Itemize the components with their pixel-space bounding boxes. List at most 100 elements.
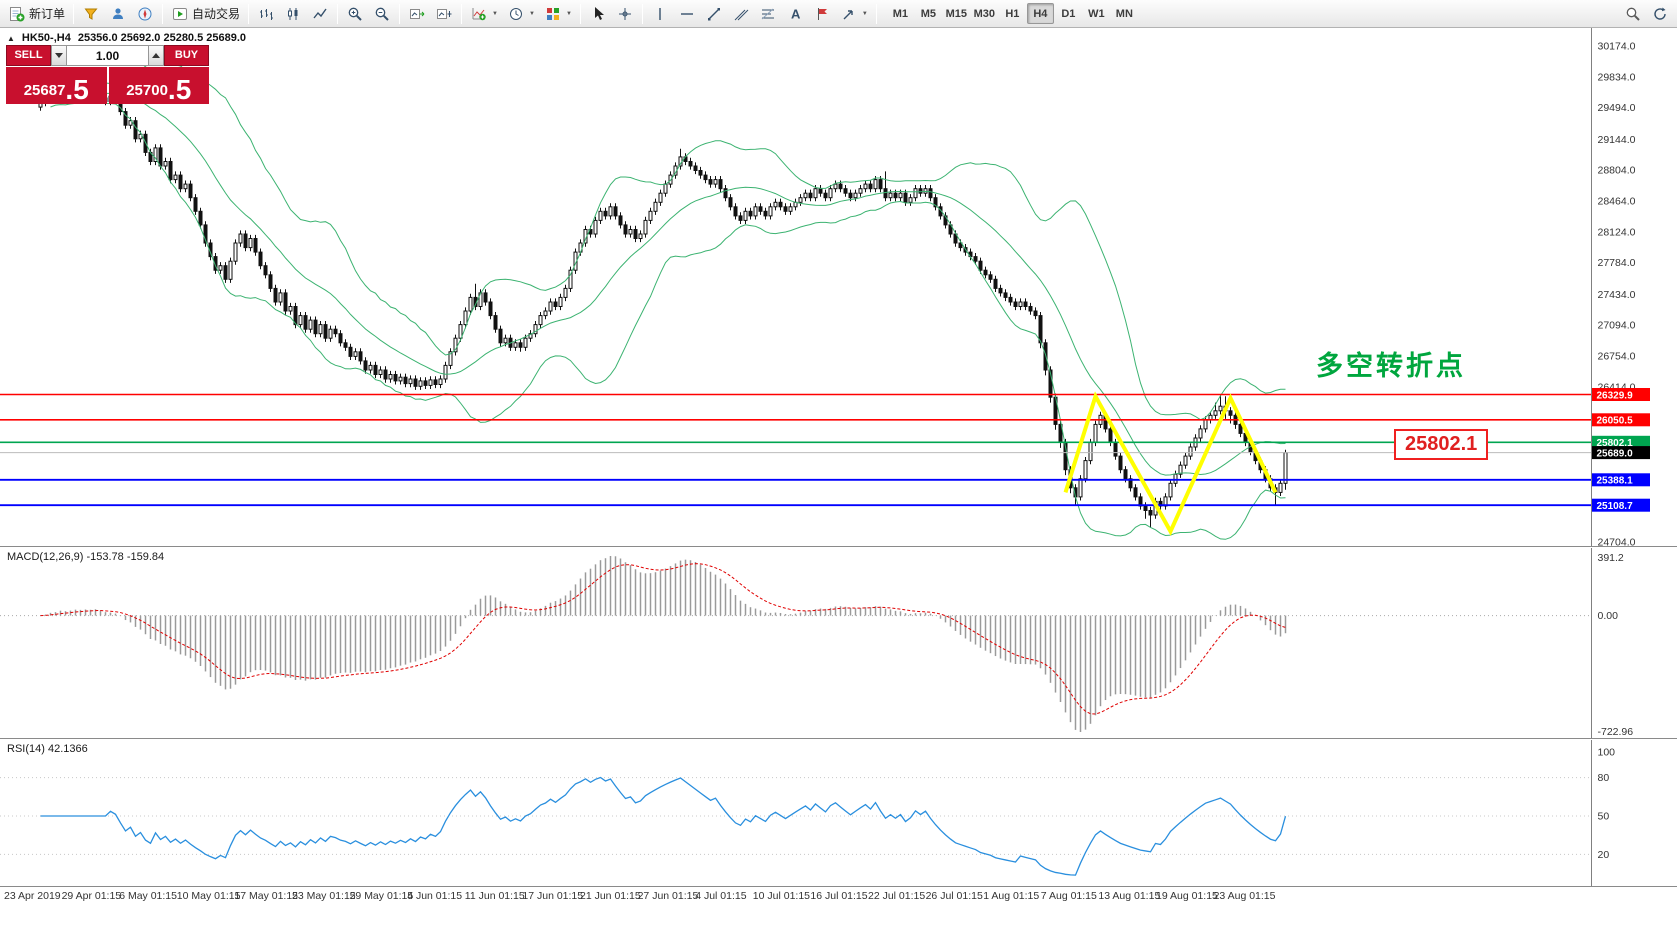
one-click-trading-panel: SELL BUY 25687.5 25700.5 [6,45,209,104]
svg-text:A: A [791,6,801,21]
shapes-button[interactable]: ▼ [836,2,872,26]
zoom-out-icon [373,4,391,24]
rsi-scale-tick: 20 [1598,849,1610,861]
timeframe-d1[interactable]: D1 [1055,3,1082,24]
price-scale-tick: 24704.0 [1598,536,1636,546]
timeframe-mn[interactable]: MN [1111,3,1138,24]
zoom-out-button[interactable] [369,2,395,26]
macd-scale-tick: 391.2 [1598,552,1624,564]
trendline-button[interactable] [701,2,727,26]
chart-collapse-icon[interactable]: ▲ [7,33,15,43]
navigator-button[interactable] [132,2,158,26]
timeframe-m5[interactable]: M5 [915,3,942,24]
price-tag [1592,473,1650,487]
time-axis-label: 13 Aug 01:15 [1098,890,1161,902]
candlestick-chart-button[interactable] [280,2,306,26]
timeframe-h1[interactable]: H1 [999,3,1026,24]
timeframe-m15[interactable]: M15 [943,3,970,24]
auto-scroll-button[interactable] [404,2,430,26]
chart-window[interactable]: 30174.0 29834.0 29494.0 29144.0 28804.0 28464… [0,28,1677,546]
timeframe-m1[interactable]: M1 [887,3,914,24]
macd-scale-tick: 0.00 [1598,610,1619,622]
channel-button[interactable] [728,2,754,26]
rsi-chart[interactable]: 100 80 50 20 [0,740,1677,887]
macd-chart[interactable]: 391.2 0.00 -722.96 [0,548,1677,739]
profile-button[interactable] [105,2,131,26]
sell-button[interactable]: SELL [6,45,51,66]
channel-icon [732,4,750,24]
separator [162,3,164,24]
chart-shift-button[interactable] [431,2,457,26]
time-axis-label: 29 Apr 01:15 [61,890,122,902]
time-axis-label: 19 Aug 01:15 [1156,890,1218,902]
price-scale-tick: 30174.0 [1598,41,1636,53]
timeframe-h4[interactable]: H4 [1026,3,1054,24]
timeframe-group: M1 M5 M15 M30 H1 H4 D1 W1 MN [887,3,1138,24]
separator [641,3,643,24]
shapes-dropdown: ▼ [861,10,868,17]
cursor-button[interactable] [585,2,611,26]
time-axis-label: 4 Jul 01:15 [695,890,747,902]
community-button[interactable] [1647,2,1673,26]
price-scale-tick: 27784.0 [1598,257,1636,269]
volume-input[interactable] [67,45,148,66]
horizontal-line-button[interactable] [674,2,700,26]
buy-button[interactable]: BUY [164,45,209,66]
timeframe-w1[interactable]: W1 [1083,3,1110,24]
market-watch-button[interactable] [78,2,104,26]
indicators-button[interactable]: ▼ [466,2,502,26]
separator [579,3,581,24]
buy-price-fraction: .5 [167,74,192,106]
time-axis-label: 16 Jul 01:15 [810,890,868,902]
templates-dropdown: ▼ [565,10,572,17]
sell-price[interactable]: 25687.5 [6,67,107,104]
indicators-icon [470,4,488,24]
rsi-label: RSI(14) 42.1366 [7,743,88,755]
separator [875,3,877,24]
chart-shift-icon [435,4,453,24]
label-icon [813,4,831,24]
autotrading-button[interactable]: 自动交易 [167,2,244,26]
buy-price-main: 25700 [126,82,168,99]
toolbar: 新订单 自动交易 ▼ ▼ ▼ A ▼ [0,0,1677,28]
text-icon: A [786,4,804,24]
time-axis-label: 27 Jun 01:15 [637,890,699,902]
search-button[interactable] [1620,2,1646,26]
autotrading-label: 自动交易 [192,7,241,21]
bar-chart-button[interactable] [253,2,279,26]
navigator-icon [136,4,154,24]
time-axis-label: 23 May 01:15 [292,890,356,902]
volume-decrease-button[interactable] [51,45,67,66]
time-axis-label: 11 Jun 01:15 [464,890,525,902]
time-axis-label: 29 May 01:15 [349,890,414,902]
text-button[interactable]: A [782,2,808,26]
time-axis-label: 17 May 01:15 [234,890,299,902]
buy-price[interactable]: 25700.5 [108,67,209,106]
time-axis[interactable]: 23 Apr 2019 29 Apr 01:15 6 May 01:15 10 May… [0,886,1677,904]
sell-price-main: 25687 [23,82,66,99]
timeframe-m30[interactable]: M30 [971,3,998,24]
macd-panel[interactable]: 391.2 0.00 -722.96 MACD(12,26,9) -153.78 -… [0,546,1677,739]
volume-increase-button[interactable] [148,45,164,66]
zoom-in-button[interactable] [342,2,368,26]
vertical-line-button[interactable] [647,2,673,26]
templates-button[interactable]: ▼ [540,2,576,26]
periods-button[interactable]: ▼ [503,2,539,26]
price-scale-tick: 28804.0 [1598,165,1636,177]
price-tag [1592,446,1650,460]
fibonacci-button[interactable] [755,2,781,26]
label-button[interactable] [809,2,835,26]
line-chart-button[interactable] [307,2,333,26]
price-chart[interactable]: 30174.0 29834.0 29494.0 29144.0 28804.0 28464… [0,28,1677,546]
crosshair-button[interactable] [612,2,638,26]
new-order-button[interactable]: 新订单 [4,2,69,26]
time-axis-label: 6 May 01:15 [119,890,177,902]
svg-text:25108.7: 25108.7 [1597,501,1634,512]
price-scale-tick: 28464.0 [1598,196,1636,208]
price-tag [1592,435,1650,449]
separator [461,3,463,24]
zoom-in-icon [346,4,364,24]
separator [337,3,339,24]
rsi-scale-tick: 50 [1598,811,1610,823]
rsi-panel[interactable]: 100 80 50 20 RSI(14) 42.1366 [0,738,1677,887]
